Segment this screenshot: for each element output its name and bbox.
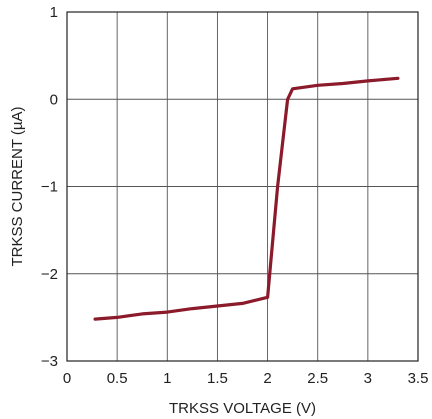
x-tick-label: 3.5 xyxy=(408,370,429,387)
y-axis-title: TRKSS CURRENT (µA) xyxy=(9,106,26,266)
x-tick-labels: 0 0.5 1 1.5 2 2.5 3 3.5 xyxy=(63,370,429,387)
x-tick-label: 3 xyxy=(364,370,372,387)
grid xyxy=(67,12,418,361)
plot-frame xyxy=(66,11,419,362)
y-tick-label: −3 xyxy=(41,353,58,370)
y-tick-label: −2 xyxy=(41,266,58,283)
x-tick-label: 2.5 xyxy=(307,370,328,387)
y-tick-label: 1 xyxy=(50,4,58,21)
y-tick-label: 0 xyxy=(50,91,58,108)
series-layer xyxy=(93,76,400,321)
y-tick-label: −1 xyxy=(41,179,58,196)
x-tick-label: 0 xyxy=(63,370,71,387)
x-tick-label: 0.5 xyxy=(107,370,128,387)
x-tick-label: 1 xyxy=(163,370,171,387)
x-tick-label: 2 xyxy=(263,370,271,387)
x-tick-label: 1.5 xyxy=(207,370,228,387)
y-tick-labels: −3 −2 −1 0 1 xyxy=(41,4,58,370)
series-line xyxy=(93,76,400,321)
x-axis-title: TRKSS VOLTAGE (V) xyxy=(169,400,316,417)
